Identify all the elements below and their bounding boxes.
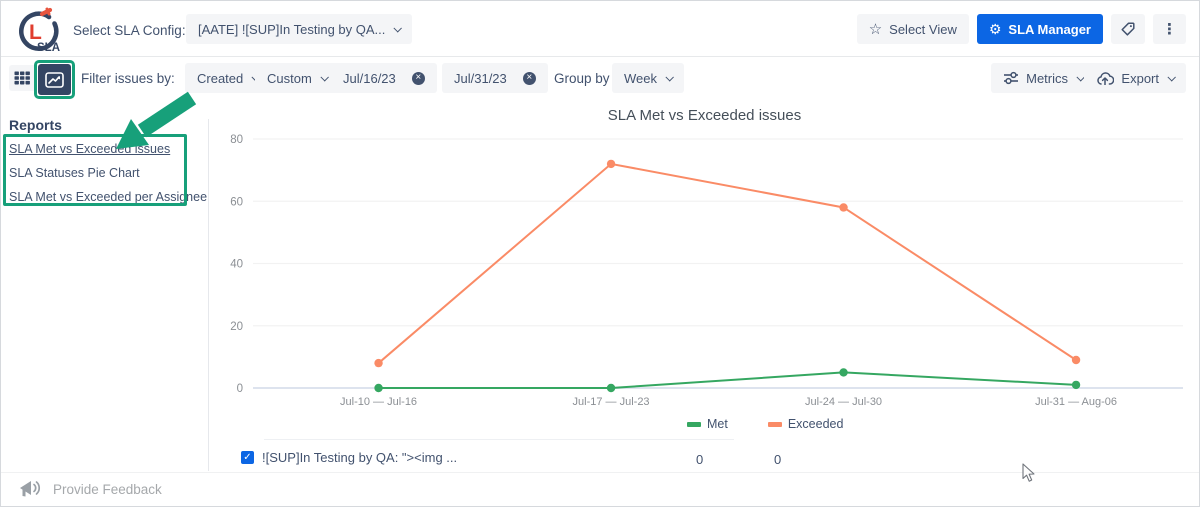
table-view-toggle[interactable] [9,65,36,91]
group-by-label: Group by [554,71,610,86]
date-from-chip[interactable]: Jul/16/23 × [331,63,437,93]
sla-stopwatch-logo: L SLA [19,7,60,54]
series-line-met [378,371,1077,389]
date-from-value: Jul/16/23 [343,70,396,86]
y-axis-tick: 0 [237,383,243,395]
sidebar-item-statuses-pie-chart[interactable]: SLA Statuses Pie Chart [9,166,140,180]
issue-name: ![SUP]In Testing by QA: "><img ... [262,450,458,465]
legend-item-exceeded[interactable]: Exceeded [767,417,844,431]
filter-field-value: Created [197,70,244,86]
group-by-value: Week [624,70,657,86]
reports-heading: Reports [9,117,62,133]
data-point-met[interactable] [839,368,848,377]
sla-config-dropdown[interactable]: [AATE] ![SUP]In Testing by QA... [186,14,413,44]
select-view-button[interactable]: ☆ Select View [856,14,969,44]
sliders-icon [1003,71,1019,85]
filter-toolbar: Filter issues by: Created Custom Jul/16/… [1,57,1199,99]
date-to-chip[interactable]: Jul/31/23 × [442,63,548,93]
table-grid-icon [14,71,30,85]
kebab-menu-icon: ⋮ [1162,20,1177,38]
x-axis-tick: Jul-17 — Jul-23 [573,396,650,408]
y-axis-tick: 40 [230,259,243,271]
group-by-dropdown[interactable]: Week [612,63,684,93]
exceeded-count: 0 [774,452,782,467]
sidebar-item-met-vs-exceeded[interactable]: SLA Met vs Exceeded issues [9,142,171,156]
clear-date-icon[interactable]: × [522,71,536,85]
gear-icon: ⚙ [988,21,1002,37]
y-axis-tick: 80 [230,134,243,146]
chevron-down-icon [1167,73,1176,82]
legend-label: Met [707,417,728,431]
sla-config-value: [AATE] ![SUP]In Testing by QA... [198,21,386,37]
metrics-label: Metrics [1026,70,1068,86]
metrics-dropdown[interactable]: Metrics [991,63,1095,93]
export-dropdown[interactable]: Export [1084,63,1186,93]
data-point-exceeded[interactable] [374,358,383,368]
select-view-label: Select View [889,21,957,37]
data-point-met[interactable] [606,383,616,393]
export-label: Export [1121,70,1159,86]
data-point-exceeded[interactable] [1071,355,1081,365]
chart-canvas: 0 20 40 60 80 Jul-10 — Jul-16 Jul-17 — Jul-23 J… [230,134,1183,408]
y-axis-tick: 60 [230,196,243,208]
footer-bar: Provide Feedback [1,472,1199,506]
issue-checkbox[interactable]: ✓ [241,451,254,464]
sidebar-divider [208,119,209,471]
x-axis-tick: Jul-31 — Aug-06 [1035,396,1117,408]
filter-issues-by-label: Filter issues by: [81,71,175,86]
filter-range-value: Custom [267,70,312,86]
clear-date-icon[interactable]: × [411,71,425,85]
legend-swatch [767,421,782,427]
tag-icon [1121,22,1135,36]
svg-text:SLA: SLA [37,42,60,54]
header-actions: ☆ Select View ⚙ SLA Manager ⋮ [856,14,1186,44]
more-options-button[interactable]: ⋮ [1153,14,1186,44]
filter-range-dropdown[interactable]: Custom [255,63,339,93]
met-count: 0 [696,452,704,467]
chart-legend: Met Exceeded [687,417,843,431]
sidebar-item-met-vs-exceeded-per-assignee[interactable]: SLA Met vs Exceeded per Assignee [9,190,208,204]
star-icon: ☆ [868,20,883,38]
sla-manager-button[interactable]: ⚙ SLA Manager [976,14,1103,44]
annotation-box-chart-toggle [34,60,75,99]
svg-text:L: L [29,21,42,44]
sla-manager-label: SLA Manager [1008,21,1091,37]
series-line-exceeded [377,162,1077,364]
table-divider [264,439,734,440]
legend-swatch [687,421,701,427]
report-panel: SLA Met vs Exceeded issues 0 20 40 60 80 Jul-… [209,101,1200,474]
chevron-down-icon [393,24,403,33]
provide-feedback-link[interactable]: Provide Feedback [53,482,162,497]
cloud-export-icon [1096,71,1115,86]
data-point-met[interactable] [1071,380,1081,390]
data-point-exceeded[interactable] [839,203,848,212]
x-axis-tick: Jul-10 — Jul-16 [340,396,417,408]
megaphone-icon [20,481,41,497]
tag-button[interactable] [1111,14,1145,44]
line-chart-icon [45,71,64,88]
line-chart: 0 20 40 60 80 Jul-10 — Jul-16 Jul-17 — Jul-23 J… [209,129,1200,418]
data-point-met[interactable] [374,383,383,393]
legend-label: Exceeded [787,417,844,431]
x-axis-tick: Jul-24 — Jul-30 [805,396,882,408]
chevron-down-icon [665,73,674,82]
header-bar: L SLA Select SLA Config: [AATE] ![SUP]In… [1,1,1199,57]
select-config-label: Select SLA Config: [73,23,186,38]
data-point-exceeded[interactable] [606,159,616,169]
chart-view-toggle[interactable] [38,64,71,95]
legend-item-met[interactable]: Met [687,417,728,431]
table-row: ✓ ![SUP]In Testing by QA: "><img ... [241,450,457,465]
date-to-value: Jul/31/23 [454,70,507,86]
y-axis-tick: 20 [230,321,243,333]
chevron-down-icon [320,73,329,82]
chart-title: SLA Met vs Exceeded issues [607,107,802,124]
